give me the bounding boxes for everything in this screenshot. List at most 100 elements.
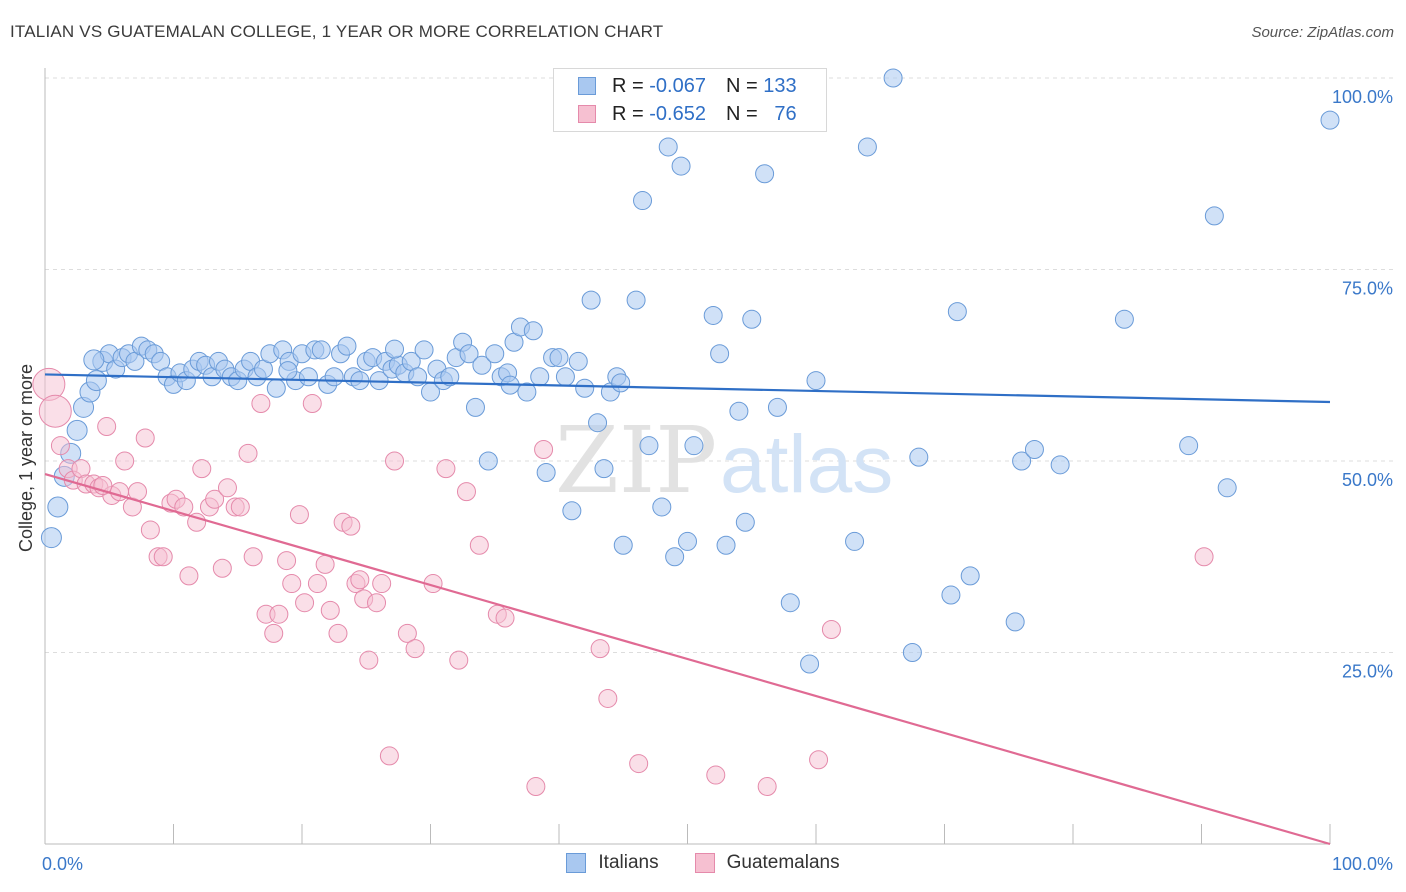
- guatemalans-point: [328, 623, 348, 643]
- legend-item-guatemalans[interactable]: Guatemalans: [694, 852, 840, 874]
- guatemalans-point: [359, 650, 379, 670]
- italians-point: [298, 367, 318, 387]
- y-tick-label: 75.0%: [1342, 279, 1393, 299]
- chart-title: ITALIAN VS GUATEMALAN COLLEGE, 1 YEAR OR…: [10, 22, 664, 41]
- italians-point: [729, 401, 749, 421]
- italians-point: [530, 367, 550, 387]
- italians-r-value: -0.067: [649, 74, 706, 97]
- legend-stats-guatemalans: R = -0.652 N = 76: [578, 101, 797, 127]
- guatemalans-point: [174, 497, 194, 517]
- italians-point: [613, 535, 633, 555]
- guatemalans-point: [153, 547, 173, 567]
- source-label: Source: ZipAtlas.com: [1251, 24, 1394, 41]
- guatemalans-point: [405, 639, 425, 659]
- legend-italians-label: Italians: [598, 852, 659, 873]
- guatemalans-point: [397, 623, 417, 643]
- y-tick-labels: 25.0% 50.0% 75.0% 100.0%: [1332, 87, 1393, 682]
- italians-point: [1179, 436, 1199, 456]
- guatemalans-point: [1194, 547, 1214, 567]
- italians-point: [1024, 440, 1044, 460]
- guatemalans-point: [367, 593, 387, 613]
- italians-point: [845, 531, 865, 551]
- guatemalans-point: [295, 593, 315, 613]
- guatemalans-point: [277, 551, 297, 571]
- guatemalans-point: [97, 417, 117, 437]
- italians-point: [414, 340, 434, 360]
- italians-point: [652, 497, 672, 517]
- guatemalans-point: [341, 516, 361, 536]
- italians-point: [857, 137, 877, 157]
- guatemalans-point: [315, 554, 335, 574]
- guatemalans-point: [350, 570, 370, 590]
- trend-lines: [44, 373, 1331, 846]
- guatemalans-point: [135, 428, 155, 448]
- guatemalans-point: [251, 394, 271, 414]
- guatemalans-point: [379, 746, 399, 766]
- guatemalans-point: [598, 688, 618, 708]
- italians-point: [633, 191, 653, 211]
- guatemalans-r-label: R =: [612, 102, 644, 125]
- guatemalans-point: [436, 459, 456, 479]
- italians-point: [909, 447, 929, 467]
- guatemalans-point: [243, 547, 263, 567]
- italians-point: [639, 436, 659, 456]
- italians-trend-line: [44, 373, 1331, 404]
- guatemalans-n-value: 76: [774, 102, 797, 125]
- guatemalans-point: [706, 765, 726, 785]
- italians-point: [755, 164, 775, 184]
- italians-point: [960, 566, 980, 586]
- italians-points: [40, 68, 1340, 674]
- legend-stats-italians: R = -0.067 N = 133: [578, 73, 797, 99]
- y-tick-label: 100.0%: [1332, 87, 1393, 107]
- guatemalans-point: [264, 623, 284, 643]
- italians-point: [472, 355, 492, 375]
- italians-n-value: 133: [763, 74, 797, 97]
- italians-point: [1204, 206, 1224, 226]
- italians-point: [742, 309, 762, 329]
- guatemalans-point: [50, 436, 70, 456]
- y-axis-label: College, 1 year or more: [16, 364, 36, 552]
- italians-point: [266, 378, 286, 398]
- guatemalans-r-value: -0.652: [649, 102, 706, 125]
- italians-point: [311, 340, 331, 360]
- legend-guatemalans-swatch: [694, 853, 715, 873]
- guatemalans-n-label: N =: [725, 102, 758, 125]
- axes: [44, 68, 1331, 845]
- italians-point: [671, 156, 691, 176]
- italians-point: [581, 290, 601, 310]
- italians-point: [684, 436, 704, 456]
- italians-point: [465, 397, 485, 417]
- guatemalans-point: [307, 574, 327, 594]
- watermark-atlas: atlas: [720, 419, 893, 510]
- italians-point: [517, 382, 537, 402]
- italians-point: [594, 459, 614, 479]
- italians-point: [337, 336, 357, 356]
- guatemalans-point: [205, 489, 225, 509]
- guatemalans-point: [526, 777, 546, 797]
- guatemalans-point: [495, 608, 515, 628]
- guatemalans-points: [32, 367, 1214, 797]
- guatemalans-point: [809, 750, 829, 770]
- italians-point: [278, 361, 298, 381]
- italians-point: [47, 496, 69, 518]
- watermark: ZIP atlas: [555, 407, 893, 514]
- italians-point: [568, 351, 588, 371]
- italians-point: [555, 367, 575, 387]
- guatemalans-point: [179, 566, 199, 586]
- legend-item-italians[interactable]: Italians: [566, 852, 659, 874]
- guatemalans-point: [469, 535, 489, 555]
- italians-point: [716, 535, 736, 555]
- italians-point: [85, 370, 107, 392]
- italians-point: [523, 321, 543, 341]
- italians-point: [678, 531, 697, 551]
- italians-point: [626, 290, 646, 310]
- italians-point: [767, 397, 787, 417]
- guatemalans-point: [212, 558, 232, 578]
- italians-point: [665, 547, 685, 567]
- italians-point: [800, 654, 820, 674]
- italians-point: [941, 585, 961, 605]
- guatemalans-point: [821, 620, 841, 640]
- guatemalans-point: [192, 459, 212, 479]
- guatemalans-point: [302, 394, 322, 414]
- italians-swatch: [578, 77, 596, 95]
